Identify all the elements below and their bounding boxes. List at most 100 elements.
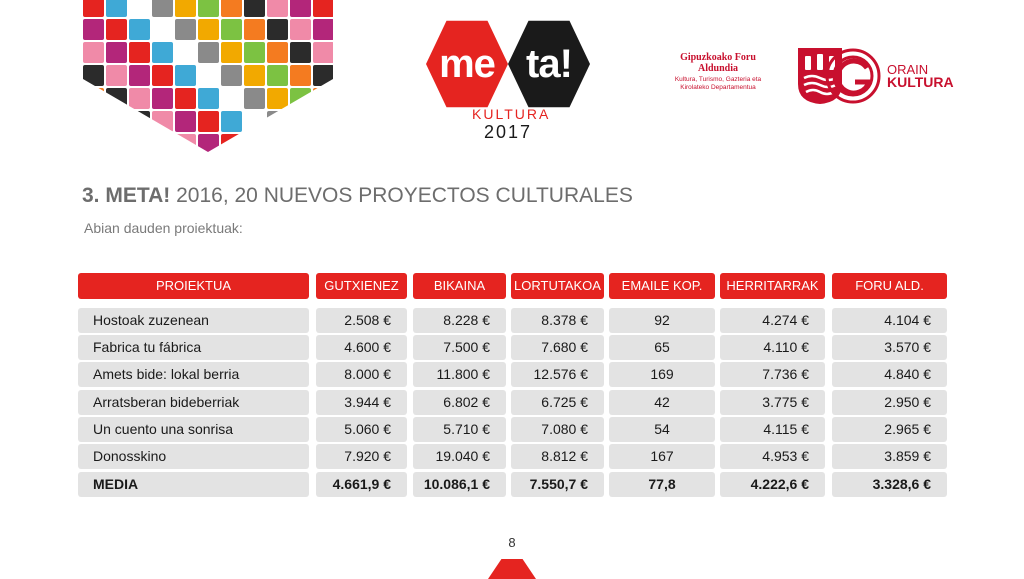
mosaic-tile xyxy=(198,19,219,40)
mosaic-tile xyxy=(244,0,265,17)
mosaic-tile xyxy=(313,0,333,17)
mosaic-tile xyxy=(244,88,265,109)
mosaic-tile xyxy=(152,19,173,40)
cell-excellent: 6.802 € xyxy=(413,390,506,415)
cell-excellent: 5.710 € xyxy=(413,417,506,442)
mosaic-tile xyxy=(152,65,173,86)
cell-council: 2.965 € xyxy=(832,417,947,442)
mosaic-tile xyxy=(129,134,150,152)
cell-excellent: 11.800 € xyxy=(413,362,506,387)
page-title: 3. META! 2016, 20 NUEVOS PROYECTOS CULTU… xyxy=(82,184,633,208)
mosaic-tile xyxy=(244,42,265,63)
cell-donors: 54 xyxy=(609,417,715,442)
cell-excellent: 8.228 € xyxy=(413,308,506,333)
orain-kultura-logo-text: ORAIN KULTURA xyxy=(887,63,954,89)
mosaic-tile xyxy=(175,88,196,109)
mosaic-tile xyxy=(313,134,333,152)
cell-council: 3.328,6 € xyxy=(832,472,947,497)
mosaic-tile xyxy=(313,19,333,40)
cell-achieved: 7.080 € xyxy=(511,417,604,442)
mosaic-tile xyxy=(106,111,127,132)
logo-year: 2017 xyxy=(484,122,533,142)
logo-hexagon-black: ta! xyxy=(508,20,590,108)
mosaic-tile xyxy=(267,19,288,40)
cell-citizens: 4.110 € xyxy=(720,335,825,360)
mosaic-tile xyxy=(152,88,173,109)
mosaic-tile xyxy=(267,111,288,132)
cell-excellent: 7.500 € xyxy=(413,335,506,360)
title-bold: 3. META! xyxy=(82,184,171,207)
mosaic-tile xyxy=(221,134,242,152)
mosaic-tile xyxy=(267,88,288,109)
mosaic-tile xyxy=(175,134,196,152)
cell-min: 4.600 € xyxy=(316,335,407,360)
mosaic-tile xyxy=(83,19,104,40)
mosaic-tile xyxy=(129,19,150,40)
cell-donors: 167 xyxy=(609,444,715,469)
mosaic-tile xyxy=(175,65,196,86)
cell-citizens: 4.222,6 € xyxy=(720,472,825,497)
cell-min: 7.920 € xyxy=(316,444,407,469)
mosaic-tile xyxy=(83,42,104,63)
mosaic-tile xyxy=(129,0,150,17)
mosaic-tile xyxy=(290,0,311,17)
meta-kultura-logo: me ta! KULTURA 2017 xyxy=(426,18,596,144)
cell-project: Arratsberan bideberriak xyxy=(78,390,309,415)
cell-min: 5.060 € xyxy=(316,417,407,442)
mosaic-tile xyxy=(152,0,173,17)
mosaic-tile xyxy=(83,111,104,132)
cell-donors: 169 xyxy=(609,362,715,387)
mosaic-tile xyxy=(106,19,127,40)
mosaic-tile xyxy=(244,134,265,152)
logo-hexagon-red: me xyxy=(426,20,508,108)
mosaic-tile xyxy=(244,19,265,40)
cell-achieved: 8.378 € xyxy=(511,308,604,333)
mosaic-tile xyxy=(290,134,311,152)
cell-citizens: 7.736 € xyxy=(720,362,825,387)
mosaic-tile xyxy=(175,19,196,40)
page-subtitle: Abian dauden proiektuak: xyxy=(84,220,243,236)
mosaic-tile xyxy=(198,42,219,63)
cell-council: 2.950 € xyxy=(832,390,947,415)
mosaic-tile xyxy=(106,88,127,109)
gipuzkoa-department: Kultura, Turismo, Gazteria eta Kirolatek… xyxy=(674,76,762,91)
orain-line2: KULTURA xyxy=(887,74,954,90)
mosaic-tile xyxy=(83,0,104,17)
mosaic-tile xyxy=(106,65,127,86)
mosaic-tile xyxy=(267,65,288,86)
mosaic-tile xyxy=(290,65,311,86)
mosaic-tile xyxy=(290,111,311,132)
mosaic-tile xyxy=(106,0,127,17)
bottom-decorative-tab xyxy=(488,559,536,579)
title-rest: 2016, 20 NUEVOS PROYECTOS CULTURALES xyxy=(170,184,633,207)
cell-min: 8.000 € xyxy=(316,362,407,387)
mosaic-tile xyxy=(244,65,265,86)
table-header-excellent: BIKAINA xyxy=(413,273,506,299)
mosaic-tile xyxy=(313,65,333,86)
gipuzkoa-name: Gipuzkoako Foru Aldundia xyxy=(680,52,756,74)
cell-donors: 92 xyxy=(609,308,715,333)
cell-donors: 65 xyxy=(609,335,715,360)
cell-citizens: 4.274 € xyxy=(720,308,825,333)
mosaic-tile xyxy=(106,42,127,63)
mosaic-tile xyxy=(198,88,219,109)
mosaic-tile xyxy=(221,19,242,40)
logo-syllable-ta: ta! xyxy=(526,41,573,86)
mosaic-tile xyxy=(221,0,242,17)
mosaic-tile xyxy=(175,0,196,17)
cell-min: 4.661,9 € xyxy=(316,472,407,497)
mosaic-tile xyxy=(198,134,219,152)
mosaic-tile xyxy=(290,19,311,40)
mosaic-tile xyxy=(175,42,196,63)
mosaic-tile xyxy=(198,65,219,86)
orain-line1: ORAIN xyxy=(887,62,929,77)
gipuzkoa-logo-text: Gipuzkoako Foru Aldundia Kultura, Turism… xyxy=(672,52,764,92)
mosaic-tile xyxy=(83,65,104,86)
cell-council: 4.104 € xyxy=(832,308,947,333)
cell-project: Amets bide: lokal berria xyxy=(78,362,309,387)
mosaic-tile xyxy=(221,88,242,109)
mosaic-tile xyxy=(83,88,104,109)
table-header-donors: EMAILE KOP. xyxy=(609,273,715,299)
cell-excellent: 19.040 € xyxy=(413,444,506,469)
mosaic-tile xyxy=(221,65,242,86)
